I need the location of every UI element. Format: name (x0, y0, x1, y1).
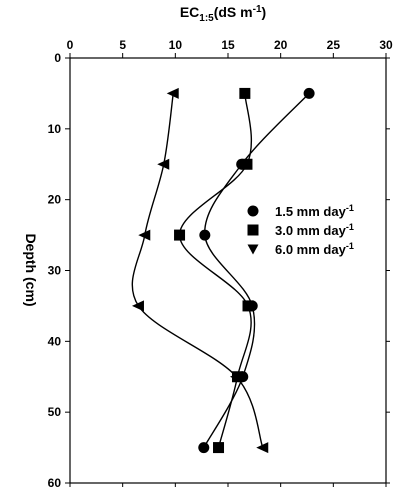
x-tick-label: 5 (119, 38, 126, 52)
y-tick-label: 10 (48, 122, 62, 136)
y-axis-ticks: 0 10 20 30 40 50 60 (48, 51, 390, 490)
data-point-series-2 (239, 87, 251, 99)
y-tick-label: 60 (48, 476, 62, 490)
data-point-series-2 (174, 229, 186, 241)
legend-marker-2 (247, 224, 259, 236)
data-point-series-3 (229, 371, 242, 383)
y-tick-label: 50 (48, 405, 62, 419)
data-point-series-3 (166, 87, 179, 99)
data-markers (131, 87, 315, 454)
x-tick-label: 25 (327, 38, 341, 52)
x-tick-label: 15 (221, 38, 235, 52)
y-tick-label: 40 (48, 334, 62, 348)
x-tick-label: 10 (169, 38, 183, 52)
x-axis-ticks: 0 5 10 15 20 25 30 (67, 38, 393, 487)
plot-frame (69, 57, 387, 484)
data-point-series-3 (131, 300, 144, 312)
x-tick-label: 0 (67, 38, 74, 52)
data-point-series-3 (256, 442, 269, 454)
legend-label-1: 1.5 mm day-1 (275, 203, 354, 219)
data-point-series-2 (213, 442, 225, 454)
legend: 1.5 mm day-1 3.0 mm day-1 6.0 mm day-1 (247, 203, 354, 257)
x-axis-title: EC1:5(dS m-1) (180, 4, 266, 24)
data-point-series-3 (157, 158, 170, 170)
legend-label-3: 6.0 mm day-1 (275, 241, 354, 257)
data-point-series-3 (138, 229, 151, 241)
x-tick-label: 20 (274, 38, 288, 52)
series-line-2 (178, 93, 253, 448)
series-line-1 (203, 92, 310, 448)
legend-marker-1 (247, 205, 259, 217)
series-line-3 (131, 93, 264, 448)
data-point-series-2 (242, 300, 254, 312)
data-point-series-1 (199, 229, 211, 241)
legend-label-2: 3.0 mm day-1 (275, 222, 354, 238)
data-point-series-2 (241, 158, 253, 170)
y-tick-label: 0 (54, 51, 61, 65)
legend-marker-3 (247, 244, 259, 255)
axes (69, 57, 387, 484)
y-axis-title: Depth (cm) (23, 233, 39, 306)
series-lines (131, 92, 310, 448)
data-point-series-1 (198, 442, 210, 454)
y-tick-label: 20 (48, 193, 62, 207)
data-point-series-1 (303, 87, 315, 99)
y-tick-label: 30 (48, 264, 62, 278)
x-tick-label: 30 (379, 38, 393, 52)
